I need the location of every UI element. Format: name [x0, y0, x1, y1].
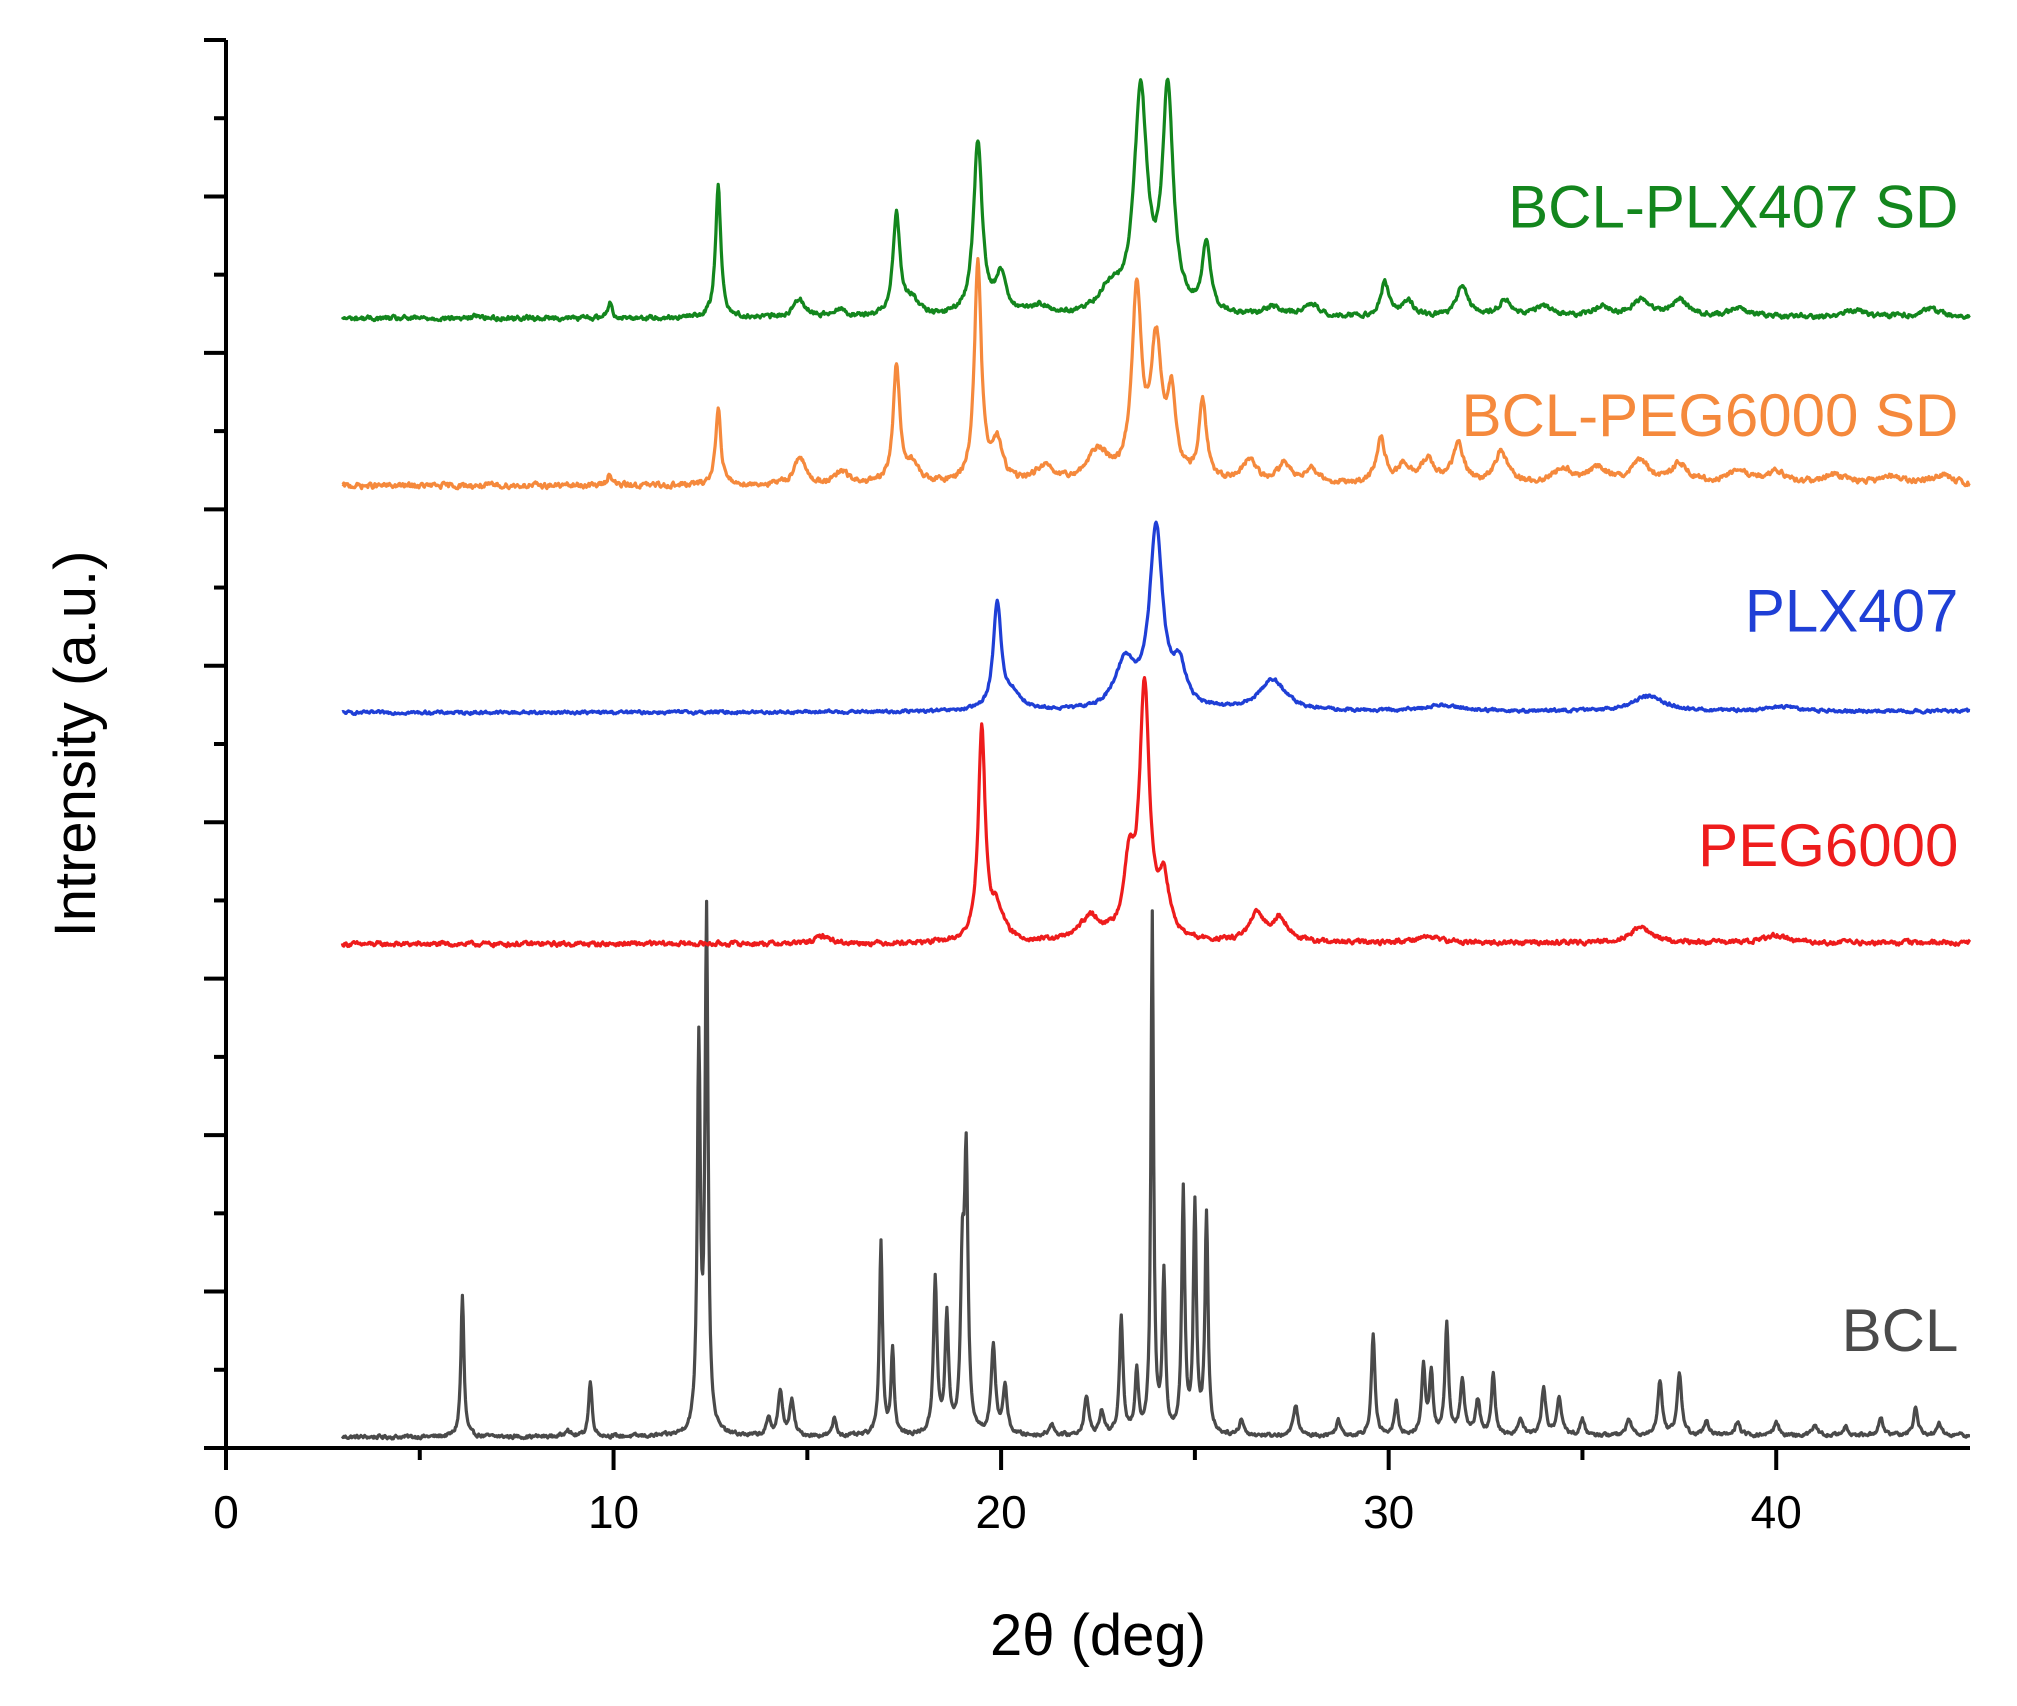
series-labels: BCL PEG6000 PLX407 BCL-PEG6000 SD BCL-PLX407… — [1461, 174, 1958, 1364]
x-tick-label: 30 — [1363, 1486, 1414, 1538]
x-tick-label: 0 — [213, 1486, 239, 1538]
series-line-plx407 — [341, 520, 1971, 717]
series-label-peg6000: PEG6000 — [1698, 812, 1958, 879]
series-label-bcl-plx407-sd: BCL-PLX407 SD — [1508, 174, 1958, 241]
series-line-bcl-peg6000-sd — [341, 257, 1971, 491]
series-line-bcl — [340, 899, 1971, 1441]
series-label-bcl: BCL — [1842, 1297, 1959, 1364]
series-layer — [340, 77, 1972, 1441]
x-tick-label: 40 — [1751, 1486, 1802, 1538]
y-axis-title: Intrensity (a.u.) — [43, 551, 108, 938]
series-label-plx407: PLX407 — [1745, 577, 1959, 644]
series-line-peg6000 — [340, 675, 1972, 949]
series-label-bcl-peg6000-sd: BCL-PEG6000 SD — [1461, 382, 1958, 449]
x-axis-title: 2θ (deg) — [990, 1603, 1206, 1668]
x-tick-label: 20 — [976, 1486, 1027, 1538]
x-tick-label: 10 — [588, 1486, 639, 1538]
series-line-bcl-plx407-sd — [340, 77, 1971, 323]
ticks-layer: 0 10 20 30 40 — [204, 38, 1802, 1538]
